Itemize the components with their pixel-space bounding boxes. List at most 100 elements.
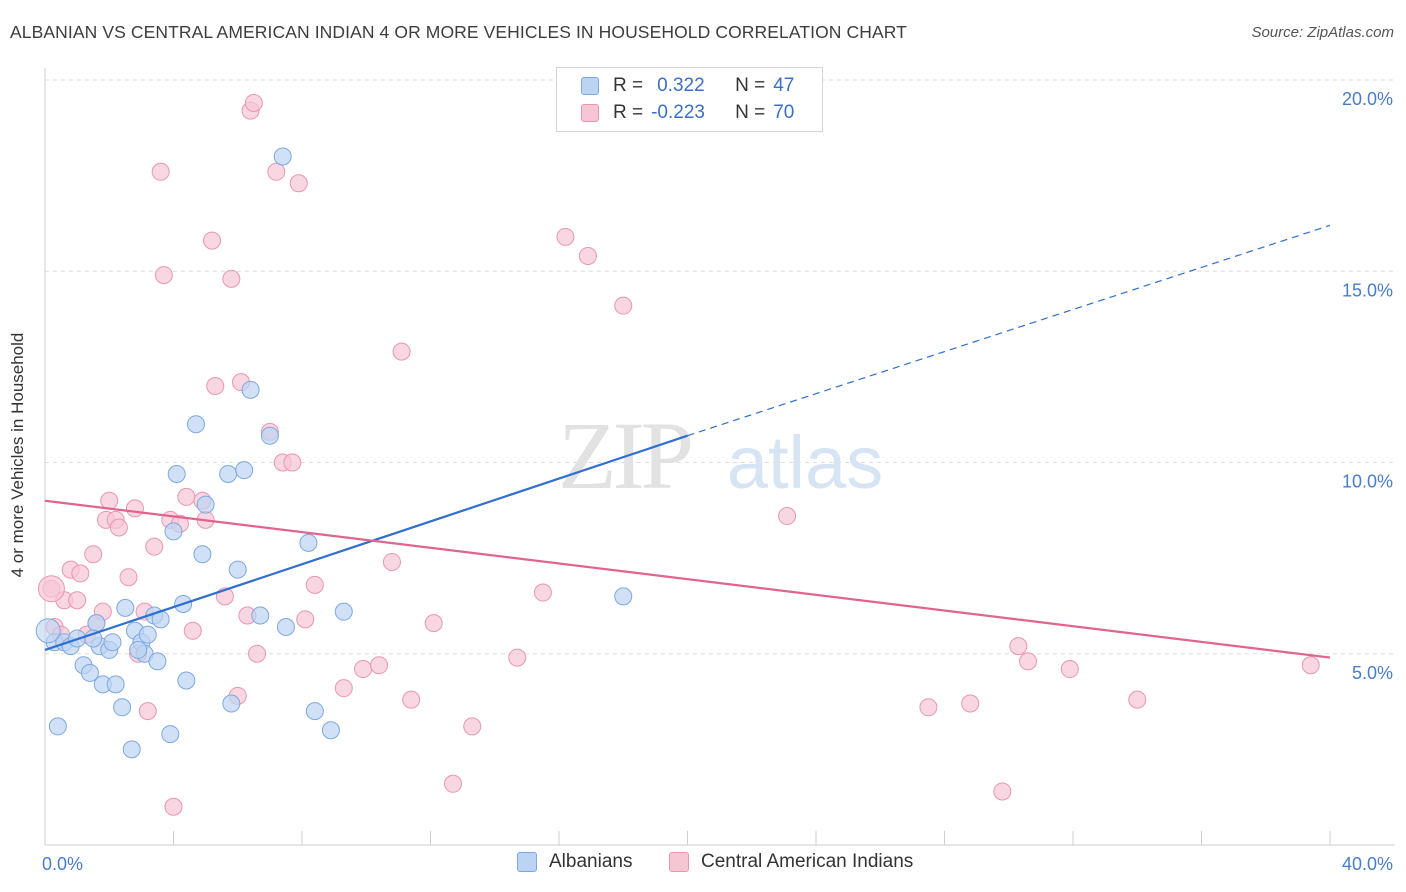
- data-point-albanians: [219, 464, 238, 483]
- legend-n-label: N =: [735, 75, 766, 96]
- data-point-albanians: [305, 702, 324, 721]
- watermark-zip: ZIP: [558, 402, 691, 509]
- data-point-central-american-indians: [578, 246, 597, 265]
- data-point-central-american-indians: [1009, 637, 1028, 656]
- data-point-central-american-indians: [424, 614, 443, 633]
- data-point-albanians: [35, 618, 61, 644]
- data-point-central-american-indians: [37, 575, 65, 603]
- data-point-albanians: [164, 522, 183, 541]
- legend-n-label: N =: [735, 102, 766, 123]
- data-point-central-american-indians: [382, 552, 401, 571]
- legend-label-albanians: Albanians: [549, 851, 633, 872]
- legend-n-value-central-american-indians: 70: [773, 102, 795, 123]
- watermark: ZIP atlas: [558, 402, 883, 509]
- legend-r-value-central-american-indians: -0.223: [651, 102, 705, 123]
- data-point-albanians: [161, 725, 180, 744]
- data-point-central-american-indians: [1019, 652, 1038, 671]
- data-point-albanians: [106, 675, 125, 694]
- legend-label-central-american-indians: Central American Indians: [701, 851, 914, 872]
- y-tick-label: 20.0%: [1342, 89, 1393, 109]
- data-point-albanians: [321, 721, 340, 740]
- data-point-central-american-indians: [177, 487, 196, 506]
- data-point-albanians: [228, 560, 247, 579]
- data-point-central-american-indians: [508, 648, 527, 667]
- data-point-central-american-indians: [222, 269, 241, 288]
- data-point-central-american-indians: [993, 782, 1012, 801]
- legend-swatch-central-american-indians: [581, 104, 599, 122]
- data-point-central-american-indians: [463, 717, 482, 736]
- data-point-central-american-indians: [138, 702, 157, 721]
- data-point-central-american-indians: [203, 231, 222, 250]
- data-point-central-american-indians: [206, 377, 225, 395]
- x-tick-label: 0.0%: [42, 854, 83, 874]
- axes: [44, 68, 1395, 846]
- data-point-central-american-indians: [283, 453, 302, 472]
- data-point-central-american-indians: [109, 518, 128, 537]
- data-point-central-american-indians: [778, 507, 797, 526]
- data-point-central-american-indians: [443, 774, 462, 793]
- data-point-central-american-indians: [370, 656, 389, 675]
- data-point-central-american-indians: [248, 644, 267, 663]
- legend-n-value-albanians: 47: [773, 75, 795, 96]
- legend-item-central-american-indians[interactable]: Central American Indians: [669, 851, 913, 873]
- trend-lines: [44, 224, 1331, 659]
- data-point-central-american-indians: [145, 537, 164, 556]
- legend-swatch-central-american-indians: [669, 852, 689, 872]
- data-point-albanians: [196, 495, 215, 514]
- trend-line-central-american-indians: [44, 499, 1331, 659]
- chart-title: ALBANIAN VS CENTRAL AMERICAN INDIAN 4 OR…: [10, 22, 907, 42]
- y-tick-label: 5.0%: [1352, 663, 1393, 683]
- tick-labels: 5.0% 10.0% 15.0% 20.0% 0.0% 40.0%: [42, 89, 1393, 874]
- legend-swatch-albanians: [517, 852, 537, 872]
- data-point-central-american-indians: [556, 227, 575, 246]
- data-point-albanians: [299, 533, 318, 552]
- data-point-albanians: [113, 698, 132, 717]
- data-point-central-american-indians: [183, 621, 202, 640]
- series-albanians: [35, 147, 633, 759]
- data-point-central-american-indians: [1301, 656, 1320, 675]
- gridlines: [45, 79, 1395, 655]
- data-point-central-american-indians: [614, 296, 633, 315]
- data-point-albanians: [122, 740, 141, 759]
- data-point-central-american-indians: [125, 499, 144, 518]
- legend-r-label: R =: [613, 75, 644, 96]
- data-point-central-american-indians: [289, 174, 308, 193]
- data-point-albanians: [167, 464, 186, 483]
- watermark-atlas: atlas: [727, 421, 883, 504]
- data-point-albanians: [235, 461, 254, 480]
- legend-r-label: R =: [613, 102, 644, 123]
- data-point-central-american-indians: [100, 491, 119, 510]
- data-point-central-american-indians: [68, 591, 87, 610]
- data-point-albanians: [116, 598, 135, 617]
- source-label: Source: ZipAtlas.com: [1251, 24, 1394, 41]
- x-tick-label: 40.0%: [1342, 854, 1393, 874]
- data-point-central-american-indians: [164, 797, 183, 816]
- data-point-albanians: [334, 602, 353, 621]
- trend-line-albanians: [44, 434, 688, 651]
- data-point-albanians: [222, 694, 241, 713]
- data-point-albanians: [614, 587, 633, 606]
- data-point-central-american-indians: [296, 610, 315, 629]
- data-point-central-american-indians: [84, 545, 103, 564]
- legend-row-albanians: R = 0.322 N = 47: [581, 73, 794, 99]
- data-point-albanians: [186, 415, 205, 434]
- data-point-central-american-indians: [354, 660, 373, 679]
- data-point-albanians: [80, 663, 99, 682]
- data-point-central-american-indians: [961, 694, 980, 713]
- data-point-central-american-indians: [1060, 660, 1079, 679]
- y-tick-label: 10.0%: [1342, 472, 1393, 492]
- legend-item-albanians[interactable]: Albanians: [517, 851, 632, 873]
- data-point-albanians: [87, 614, 106, 633]
- legend-swatch-albanians: [581, 77, 599, 95]
- trend-line-albanians-extrapolated: [687, 224, 1331, 437]
- data-point-albanians: [251, 606, 270, 625]
- legend-row-central-american-indians: R = -0.223 N = 70: [581, 100, 794, 126]
- y-tick-label: 15.0%: [1342, 280, 1393, 300]
- data-point-albanians: [193, 545, 212, 564]
- data-point-albanians: [48, 717, 67, 736]
- data-point-albanians: [276, 617, 295, 636]
- data-point-central-american-indians: [154, 266, 173, 285]
- data-point-central-american-indians: [305, 575, 324, 594]
- data-point-albanians: [129, 640, 148, 659]
